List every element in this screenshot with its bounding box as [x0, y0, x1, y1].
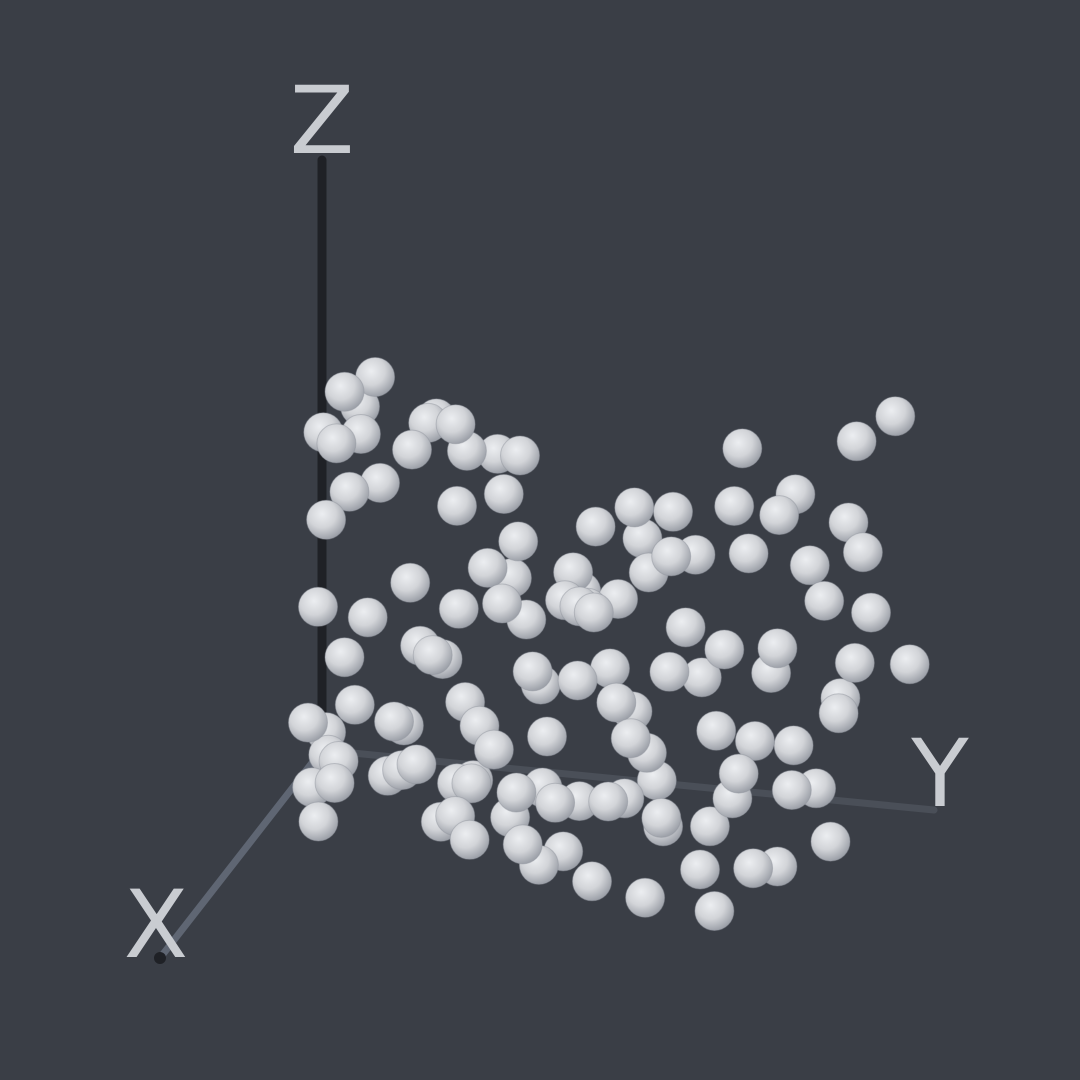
data-point: [757, 628, 798, 669]
data-point: [733, 848, 774, 889]
data-point: [804, 580, 845, 621]
data-point: [596, 682, 637, 723]
data-point: [771, 770, 812, 810]
data-point: [500, 435, 540, 476]
data-point: [483, 474, 524, 514]
data-point: [316, 423, 357, 464]
data-point: [306, 499, 347, 540]
data-point: [714, 486, 755, 526]
data-point: [451, 763, 492, 804]
data-point: [535, 782, 576, 823]
data-point: [818, 693, 859, 734]
data-point: [496, 772, 537, 813]
data-point: [329, 471, 370, 512]
data-point: [324, 637, 365, 678]
data-point: [502, 824, 543, 865]
data-point: [718, 753, 759, 794]
x-axis-label: X: [124, 871, 188, 980]
data-point: [527, 716, 567, 757]
data-point: [810, 821, 851, 862]
data-point: [512, 651, 553, 692]
data-point: [298, 586, 338, 627]
data-point: [314, 763, 355, 803]
data-point: [759, 495, 800, 536]
data-point: [875, 396, 916, 437]
data-point: [773, 725, 814, 766]
data-point: [374, 701, 414, 742]
data-point: [435, 404, 476, 445]
data-point: [836, 421, 877, 462]
y-axis-label: Y: [910, 720, 969, 829]
data-point: [437, 485, 477, 526]
z-axis-label: Z: [290, 67, 354, 176]
data-point: [557, 660, 598, 701]
data-point: [641, 797, 682, 838]
data-point: [834, 642, 875, 683]
data-point: [324, 371, 365, 412]
data-point: [482, 583, 522, 624]
data-point: [789, 545, 830, 586]
data-point: [728, 533, 769, 574]
data-point: [412, 635, 453, 676]
axis-labels: Z Y X: [124, 67, 969, 980]
data-point: [288, 702, 328, 743]
data-point: [649, 651, 690, 692]
data-point: [390, 562, 431, 603]
data-point: [734, 721, 775, 761]
data-point: [610, 718, 651, 759]
data-point: [449, 819, 490, 860]
data-point: [392, 429, 432, 470]
data-point: [689, 806, 730, 847]
data-point: [614, 487, 655, 528]
data-point: [588, 781, 629, 822]
data-point: [575, 506, 616, 547]
data-point: [347, 597, 388, 638]
data-point: [694, 891, 735, 931]
data-point: [334, 684, 375, 725]
data-point: [573, 592, 614, 633]
data-point: [842, 532, 883, 573]
data-point: [298, 801, 339, 842]
data-point: [473, 729, 514, 770]
data-point: [722, 428, 763, 469]
data-point: [467, 547, 508, 588]
data-point: [665, 607, 706, 648]
data-point: [396, 744, 437, 785]
data-point: [572, 861, 612, 902]
data-point: [680, 849, 720, 890]
data-point: [625, 877, 666, 918]
x-axis-tip: [154, 952, 166, 964]
data-point: [889, 644, 930, 685]
data-points: [288, 357, 930, 931]
data-point: [851, 592, 891, 633]
data-point: [498, 521, 539, 562]
data-point: [696, 710, 737, 751]
data-point: [651, 536, 692, 577]
data-point: [653, 491, 693, 532]
data-point: [704, 629, 745, 670]
data-point: [438, 588, 479, 629]
